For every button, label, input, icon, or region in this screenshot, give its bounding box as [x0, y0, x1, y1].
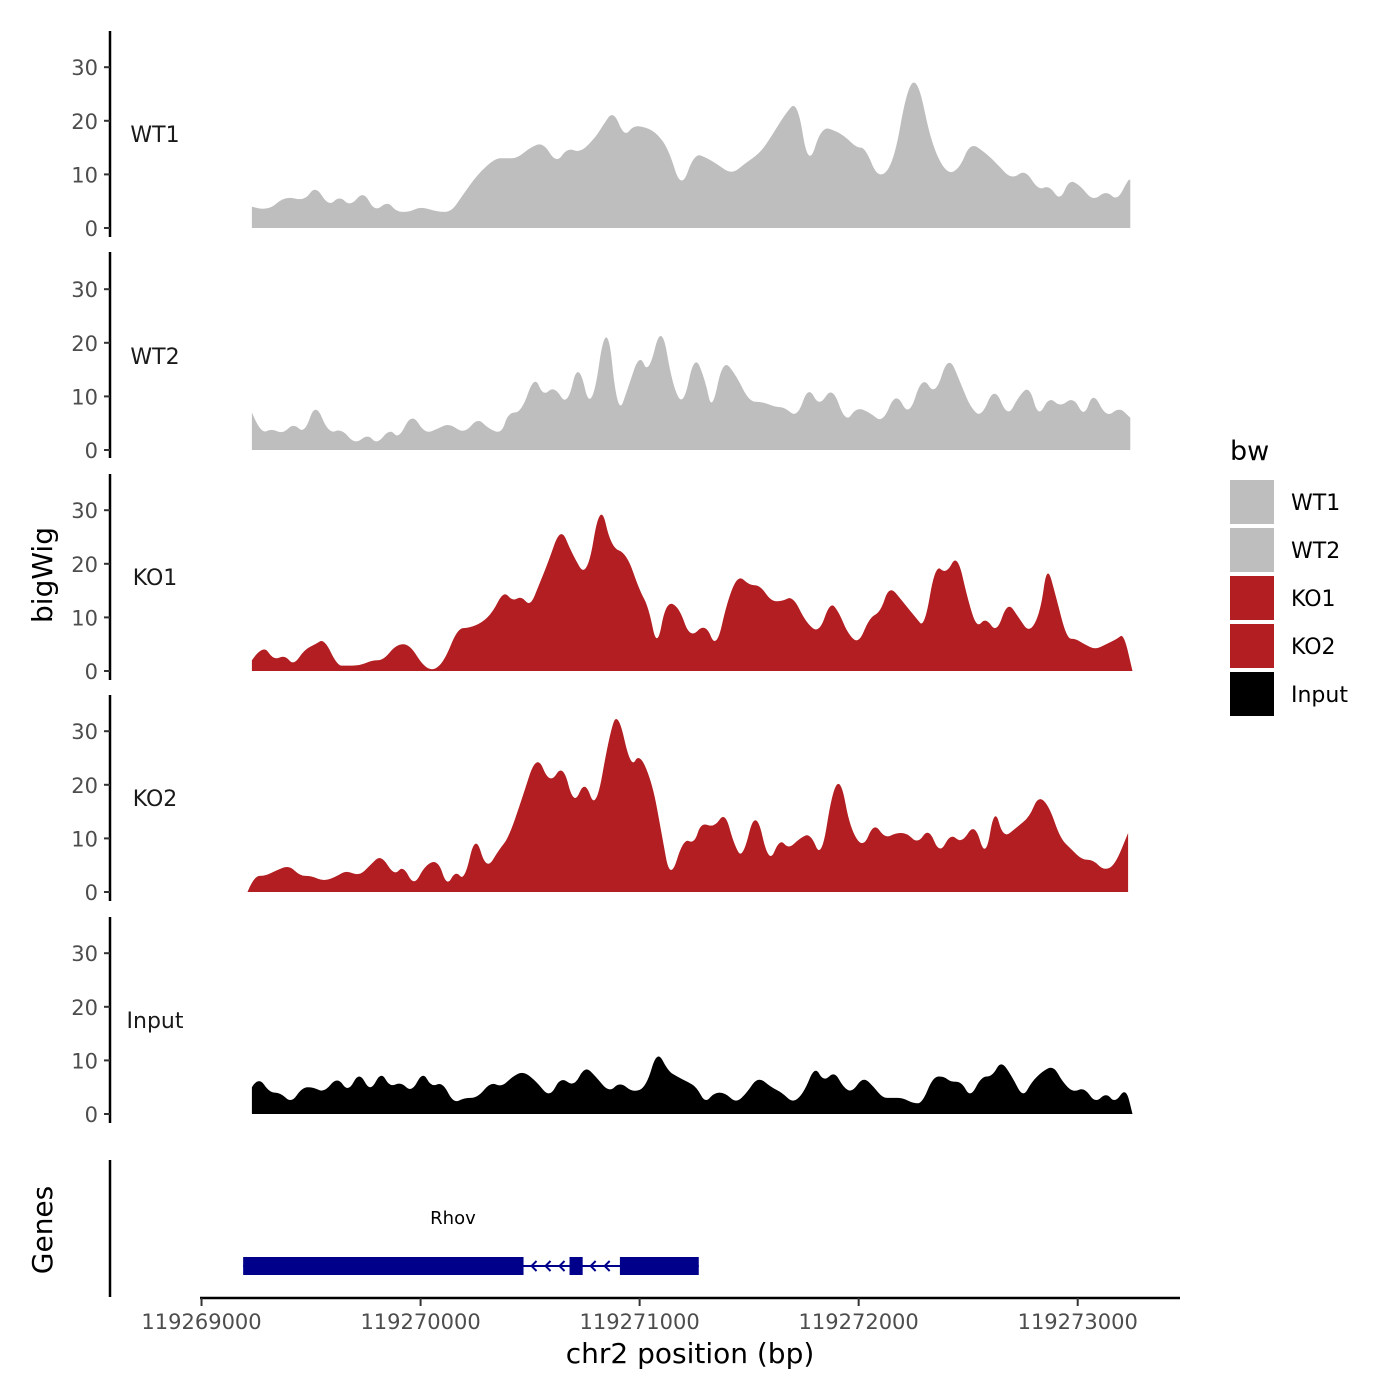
gene-panel: Rhov — [108, 1160, 699, 1297]
y-tick-label: 20 — [71, 996, 98, 1020]
legend: bw WT1 WT2 KO1 KO2 Input — [1230, 436, 1348, 716]
track-label: WT1 — [130, 123, 179, 148]
coverage-area-wt2 — [251, 336, 1131, 450]
y-tick-label: 30 — [71, 56, 98, 80]
x-tick-label: 119271000 — [579, 1310, 699, 1334]
track-label: WT2 — [130, 345, 179, 370]
coverage-area-ko1 — [251, 514, 1133, 671]
y-tick-label: 10 — [71, 827, 98, 851]
y-tick-label: 20 — [71, 553, 98, 577]
y-tick-label: 20 — [71, 774, 98, 798]
y-tick-label: 20 — [71, 110, 98, 134]
legend-label-ko1: KO1 — [1291, 587, 1336, 612]
gene-rhov: Rhov — [243, 1208, 699, 1275]
gene-exon — [569, 1257, 583, 1275]
y-axis-title: bigWig — [26, 527, 59, 623]
strand-arrow — [558, 1260, 566, 1272]
y-tick-label: 20 — [71, 332, 98, 356]
x-tick-label: 119273000 — [1018, 1310, 1138, 1334]
gene-exon — [243, 1257, 524, 1275]
track-wt2: 0 10 20 30 WT2 — [71, 252, 1131, 463]
strand-arrow — [544, 1260, 552, 1272]
coverage-area-input — [251, 1056, 1133, 1114]
strand-arrow — [530, 1260, 538, 1272]
y-tick-label: 30 — [71, 278, 98, 302]
y-tick-label: 10 — [71, 163, 98, 187]
y-tick-label: 0 — [85, 439, 98, 463]
track-ko1: 0 10 20 30 KO1 — [71, 474, 1133, 684]
legend-label-ko2: KO2 — [1291, 635, 1336, 660]
track-input: 0 10 20 30 Input — [71, 917, 1133, 1127]
legend-swatch-wt2 — [1230, 528, 1274, 572]
legend-swatch-wt1 — [1230, 480, 1274, 524]
y-tick-label: 0 — [85, 1103, 98, 1127]
coverage-area-wt1 — [251, 82, 1131, 228]
legend-label-input: Input — [1291, 683, 1348, 708]
x-axis: 119269000 119270000 119271000 119272000 1192… — [141, 1296, 1180, 1334]
gene-exon — [619, 1257, 699, 1275]
coverage-area-ko2 — [247, 719, 1129, 892]
y-tick-label: 10 — [71, 1049, 98, 1073]
x-tick-label: 119269000 — [141, 1310, 261, 1334]
legend-title: bw — [1230, 436, 1269, 467]
legend-label-wt2: WT2 — [1291, 539, 1340, 564]
strand-arrow — [589, 1260, 597, 1272]
y-tick-label: 30 — [71, 720, 98, 744]
track-label: KO2 — [133, 787, 178, 812]
y-tick-label: 0 — [85, 881, 98, 905]
legend-swatch-ko2 — [1230, 624, 1274, 668]
y-tick-label: 30 — [71, 499, 98, 523]
x-tick-label: 119270000 — [360, 1310, 480, 1334]
gene-name-label: Rhov — [430, 1208, 476, 1229]
strand-arrow — [603, 1260, 611, 1272]
track-ko2: 0 10 20 30 KO2 — [71, 695, 1129, 905]
y-tick-label: 0 — [85, 660, 98, 684]
y-tick-label: 30 — [71, 942, 98, 966]
y-tick-label: 10 — [71, 385, 98, 409]
legend-label-wt1: WT1 — [1291, 491, 1340, 516]
track-label: KO1 — [133, 566, 178, 591]
track-label: Input — [127, 1009, 184, 1034]
legend-swatch-input — [1230, 672, 1274, 716]
y-tick-label: 10 — [71, 606, 98, 630]
y-tick-label: 0 — [85, 217, 98, 241]
x-tick-label: 119272000 — [799, 1310, 919, 1334]
signal-tracks: 0 10 20 30 WT1 0 10 20 30 WT2 0 10 20 30 KO1 0 10 20 30 KO2… — [71, 31, 1133, 1127]
track-wt1: 0 10 20 30 WT1 — [71, 31, 1131, 241]
legend-swatch-ko1 — [1230, 576, 1274, 620]
genes-axis-title: Genes — [26, 1186, 59, 1274]
x-axis-title: chr2 position (bp) — [566, 1337, 815, 1370]
